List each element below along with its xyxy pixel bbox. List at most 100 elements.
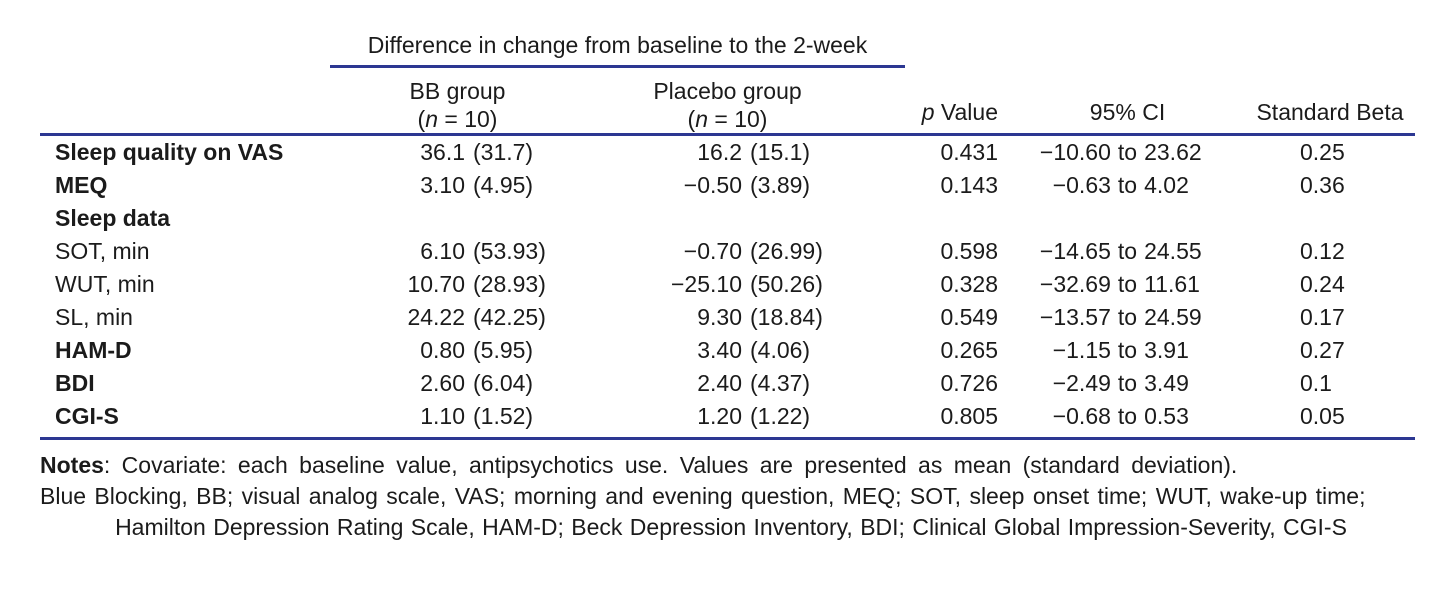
standard-beta: 0.25 [1300,139,1345,165]
bb-sd: (28.93) [473,271,546,297]
ci-upper: 3.49 [1144,370,1189,396]
bb-mean: 3.10 [420,172,465,198]
row-label: HAM-D [55,337,132,363]
bb-sd: (1.52) [473,403,534,429]
p-value: 0.726 [940,370,998,396]
row-label: WUT, min [55,271,155,297]
notes-label: Notes [40,452,104,478]
bb-group-title: BB group [409,78,506,104]
placebo-sd: (50.26) [750,271,823,297]
ci-lower: −1.15 [1052,337,1111,363]
row-label: CGI-S [55,403,119,429]
ci-to-word: to [1117,304,1138,330]
bb-sd: (53.93) [473,238,546,264]
p-value: 0.549 [940,304,998,330]
standard-beta: 0.12 [1300,238,1345,264]
placebo-sd: (18.84) [750,304,823,330]
ci-upper: 24.59 [1144,304,1202,330]
ci-upper: 4.02 [1144,172,1189,198]
spanner-header: Difference in change from baseline to th… [330,30,905,68]
bb-group-n: (n = 10) [417,106,498,132]
bb-sd: (4.95) [473,172,534,198]
row-label: SL, min [55,304,133,330]
placebo-sd: (26.99) [750,238,823,264]
row-label: MEQ [55,172,108,198]
placebo-mean: −0.50 [683,172,742,198]
ci-lower: −0.63 [1052,172,1111,198]
bb-mean: 24.22 [407,304,465,330]
standard-beta: 0.17 [1300,304,1345,330]
placebo-mean: 16.2 [697,139,742,165]
header-empty-cell [40,68,330,133]
ci-lower: −13.57 [1039,304,1111,330]
bb-mean: 10.70 [407,271,465,297]
column-header-p-value: p Value [921,99,998,125]
bb-mean: 2.60 [420,370,465,396]
ci-lower: −32.69 [1039,271,1111,297]
placebo-sd: (1.22) [750,403,811,429]
column-header-95-ci: 95% CI [1089,99,1166,125]
column-header-bb-group: BB group (n = 10) [330,68,585,133]
ci-upper: 3.91 [1144,337,1189,363]
ci-to-word: to [1117,403,1138,429]
bb-sd: (6.04) [473,370,534,396]
ci-to-word: to [1117,370,1138,396]
ci-lower: −14.65 [1039,238,1111,264]
bottom-rule [40,437,1415,440]
bb-sd: (42.25) [473,304,546,330]
ci-upper: 11.61 [1144,271,1200,297]
standard-beta: 0.1 [1300,370,1332,396]
notes-line-3: Hamilton Depression Rating Scale, HAM-D;… [115,514,1347,540]
p-value: 0.143 [940,172,998,198]
placebo-mean: 3.40 [697,337,742,363]
column-header-placebo-group: Placebo group (n = 10) [585,68,870,133]
ci-lower: −2.49 [1052,370,1111,396]
notes-line-2: Blue Blocking, BB; visual analog scale, … [40,483,1366,509]
p-value: 0.805 [940,403,998,429]
bb-mean: 36.1 [420,139,465,165]
ci-to-word: to [1117,139,1138,165]
placebo-sd: (4.06) [750,337,811,363]
placebo-sd: (4.37) [750,370,811,396]
p-value: 0.328 [940,271,998,297]
placebo-group-title: Placebo group [653,78,802,104]
p-value: 0.431 [940,139,998,165]
bb-sd: (31.7) [473,139,534,165]
ci-to-word: to [1117,238,1138,264]
placebo-mean: 1.20 [697,403,742,429]
notes-line-1: Notes: Covariate: each baseline value, a… [40,452,1238,478]
row-label: Sleep quality on VAS [55,139,284,165]
placebo-sd: (15.1) [750,139,811,165]
header-rule [40,133,1415,136]
p-value: 0.265 [940,337,998,363]
ci-lower: −10.60 [1039,139,1111,165]
placebo-mean: −25.10 [671,271,742,297]
standard-beta: 0.36 [1300,172,1345,198]
table-notes: Notes: Covariate: each baseline value, a… [40,450,1422,543]
placebo-mean: −0.70 [683,238,742,264]
placebo-group-n: (n = 10) [687,106,768,132]
ci-upper: 0.53 [1144,403,1189,429]
bb-mean: 1.10 [420,403,465,429]
table-header: Difference in change from baseline to th… [40,0,1415,133]
column-header-standard-beta: Standard Beta [1256,99,1404,125]
placebo-mean: 2.40 [697,370,742,396]
ci-to-word: to [1117,172,1138,198]
bb-mean: 6.10 [420,238,465,264]
placebo-mean: 9.30 [697,304,742,330]
standard-beta: 0.24 [1300,271,1345,297]
standard-beta: 0.27 [1300,337,1345,363]
p-value: 0.598 [940,238,998,264]
ci-upper: 24.55 [1144,238,1202,264]
placebo-sd: (3.89) [750,172,811,198]
ci-lower: −0.68 [1052,403,1111,429]
section-label: Sleep data [55,205,171,231]
ci-upper: 23.62 [1144,139,1202,165]
table-body: Sleep quality on VAS 36.1 (31.7) 16.2 (15.… [40,136,1415,433]
ci-to-word: to [1117,337,1138,363]
bb-sd: (5.95) [473,337,534,363]
ci-to-word: to [1117,271,1138,297]
row-label: SOT, min [55,238,150,264]
row-label: BDI [55,370,95,396]
